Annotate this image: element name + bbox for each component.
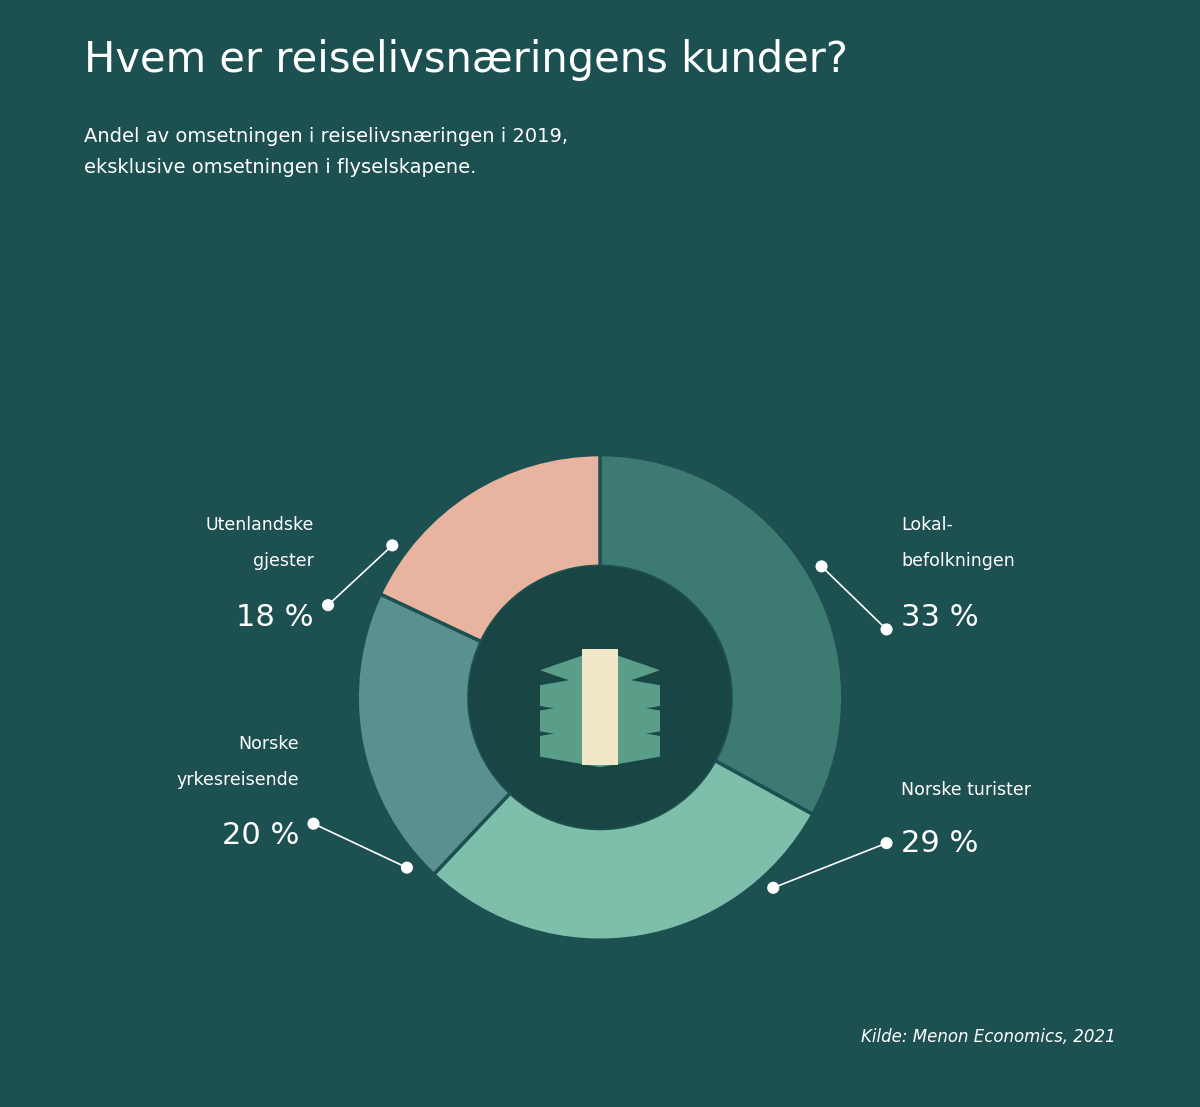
- Circle shape: [816, 561, 827, 571]
- Polygon shape: [540, 725, 660, 767]
- Text: Lokal-: Lokal-: [901, 516, 953, 534]
- Text: Utenlandske: Utenlandske: [205, 516, 313, 534]
- Text: 20 %: 20 %: [222, 821, 299, 850]
- Polygon shape: [540, 701, 660, 742]
- Polygon shape: [582, 650, 618, 765]
- Text: Hvem er reiselivsnæringens kunder?: Hvem er reiselivsnæringens kunder?: [84, 39, 848, 81]
- Polygon shape: [540, 675, 660, 716]
- Text: eksklusive omsetningen i flyselskapene.: eksklusive omsetningen i flyselskapene.: [84, 158, 476, 177]
- Text: gjester: gjester: [252, 552, 313, 570]
- Text: Norske turister: Norske turister: [901, 780, 1031, 798]
- Text: 18 %: 18 %: [236, 603, 313, 632]
- Text: befolkningen: befolkningen: [901, 552, 1015, 570]
- Wedge shape: [600, 455, 842, 815]
- Circle shape: [469, 567, 731, 828]
- Text: Kilde: Menon Economics, 2021: Kilde: Menon Economics, 2021: [862, 1028, 1116, 1046]
- Circle shape: [402, 862, 413, 873]
- Text: Andel av omsetningen i reiselivsnæringen i 2019,: Andel av omsetningen i reiselivsnæringen…: [84, 127, 568, 146]
- Circle shape: [768, 882, 779, 893]
- Circle shape: [386, 540, 397, 551]
- Text: yrkesreisende: yrkesreisende: [176, 770, 299, 789]
- Circle shape: [881, 624, 892, 634]
- Circle shape: [881, 838, 892, 848]
- Circle shape: [308, 818, 319, 829]
- Text: 29 %: 29 %: [901, 829, 978, 858]
- Polygon shape: [582, 650, 618, 691]
- Text: 33 %: 33 %: [901, 603, 979, 632]
- Text: Norske: Norske: [239, 735, 299, 753]
- Wedge shape: [433, 761, 812, 940]
- Wedge shape: [380, 455, 600, 642]
- Circle shape: [323, 600, 334, 610]
- Polygon shape: [540, 650, 660, 691]
- Wedge shape: [358, 594, 510, 875]
